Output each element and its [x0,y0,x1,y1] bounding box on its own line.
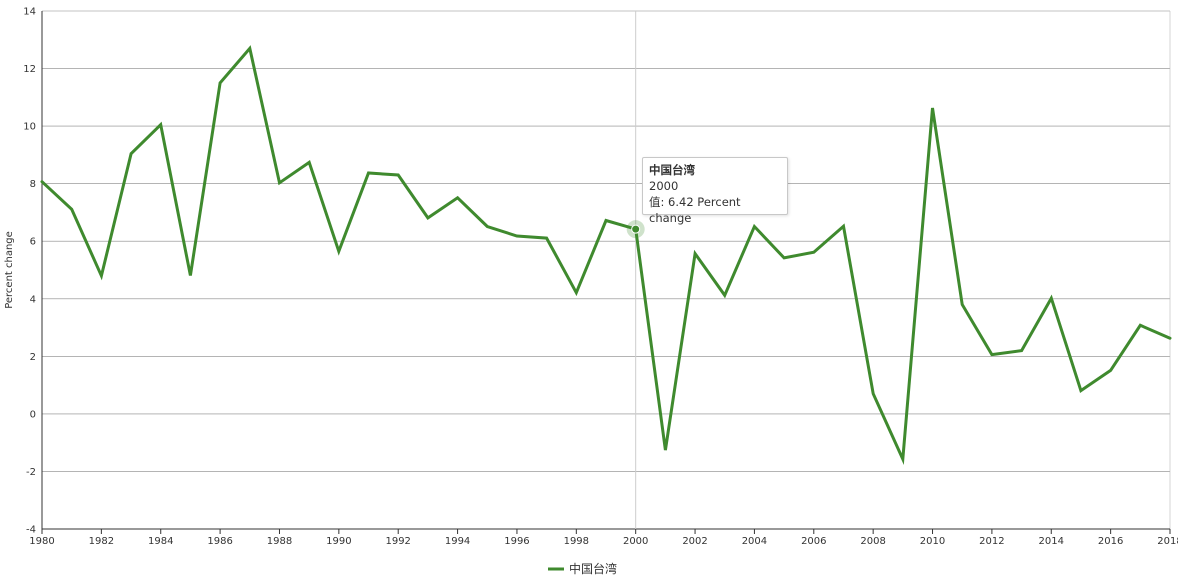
x-tick-labels: 1980 1982 1984 1986 1988 1990 1992 1994 1996 1998… [29,536,1178,547]
x-tick-label: 1994 [445,536,470,547]
tooltip: 中国台湾 2000 值: 6.42 Percent change [642,157,788,225]
series-line-0[interactable] [40,45,1172,465]
y-tick-label: 4 [30,294,36,305]
hover-marker [626,220,645,239]
x-tick-label: 2000 [623,536,648,547]
x-tick-label: 1996 [504,536,529,547]
y-tick-label: 6 [30,237,36,248]
x-tick-label: 2004 [742,536,767,547]
grid-lines [42,10,1170,530]
axes [41,11,1171,534]
x-tick-label: 2006 [801,536,826,547]
y-axis-title: Percent change [4,231,15,309]
legend[interactable]: 中国台湾 [548,561,617,576]
x-tick-label: 2016 [1098,536,1123,547]
hover-point[interactable] [631,224,641,234]
y-tick-label: -4 [26,525,36,536]
series-layer [40,45,1172,465]
x-tick-label: 2002 [682,536,707,547]
x-tick-label: 1986 [207,536,232,547]
x-tick-label: 1982 [89,536,114,547]
y-tick-label: -2 [26,467,36,478]
tooltip-series-name: 中国台湾 [649,163,695,177]
x-tick-label: 1992 [385,536,410,547]
x-tick-label: 2018 [1157,536,1178,547]
x-tick-label: 1980 [29,536,54,547]
y-tick-label: 8 [30,179,36,190]
y-tick-label: 2 [30,352,36,363]
y-tick-label: 0 [30,409,36,420]
y-tick-label: 12 [23,64,36,75]
tooltip-x-value: 2000 [649,179,679,193]
legend-label-series-0[interactable]: 中国台湾 [569,561,617,576]
x-tick-label: 2008 [860,536,885,547]
x-tick-label: 1998 [564,536,589,547]
y-tick-label: 14 [23,7,36,18]
x-tick-label: 1990 [326,536,351,547]
x-tick-label: 2010 [920,536,945,547]
y-tick-labels: -4 -2 0 2 4 6 8 10 12 14 [23,7,36,536]
tooltip-value: 值: 6.42 Percent change [649,195,741,225]
x-tick-label: 2012 [979,536,1004,547]
y-tick-label: 10 [23,122,36,133]
x-tick-label: 2014 [1039,536,1064,547]
x-tick-label: 1984 [148,536,173,547]
x-tick-label: 1988 [267,536,292,547]
